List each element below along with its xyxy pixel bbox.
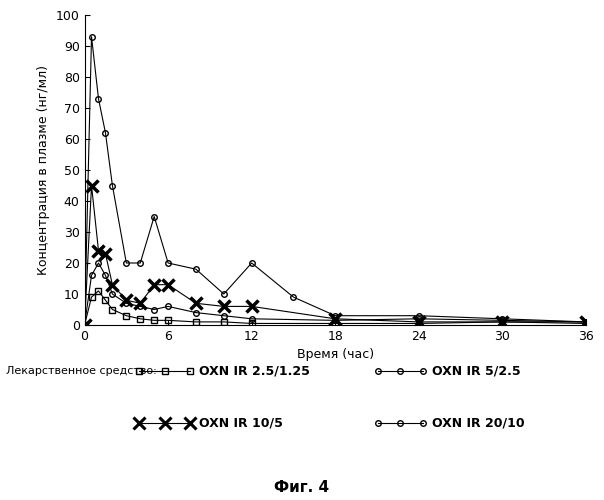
Text: OXN IR 5/2.5: OXN IR 5/2.5 [432, 365, 521, 378]
Y-axis label: Концентрация в плазме (нг/мл): Концентрация в плазме (нг/мл) [37, 65, 50, 275]
Text: Лекарственное средство:: Лекарственное средство: [6, 366, 157, 376]
Text: OXN IR 10/5: OXN IR 10/5 [199, 417, 283, 430]
Text: OXN IR 20/10: OXN IR 20/10 [432, 417, 524, 430]
Text: Фиг. 4: Фиг. 4 [274, 480, 330, 495]
Text: OXN IR 2.5/1.25: OXN IR 2.5/1.25 [199, 365, 310, 378]
X-axis label: Время (час): Время (час) [297, 348, 374, 362]
